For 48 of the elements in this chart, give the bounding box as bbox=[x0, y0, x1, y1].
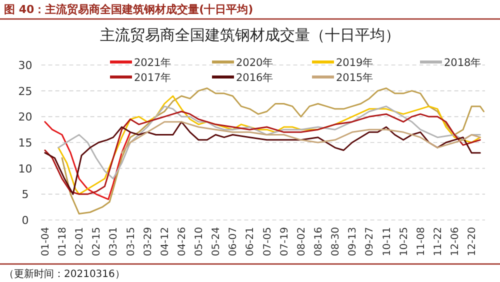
line-series bbox=[58, 106, 481, 180]
x-tick-label: 08-16 bbox=[314, 227, 325, 256]
x-tick-label: 11-22 bbox=[432, 227, 444, 256]
x-tick-label: 08-30 bbox=[330, 227, 342, 256]
x-tick-label: 11-08 bbox=[416, 227, 427, 256]
x-tick-label: 06-07 bbox=[228, 227, 240, 256]
x-tick-label: 02-15 bbox=[92, 227, 103, 256]
x-tick-label: 05-24 bbox=[211, 227, 222, 256]
legend-label: 2021年 bbox=[134, 57, 172, 69]
x-tick-label: 10-25 bbox=[398, 227, 410, 256]
x-tick-label: 06-21 bbox=[245, 227, 256, 256]
line-series bbox=[61, 88, 485, 215]
x-tick-label: 03-15 bbox=[126, 227, 137, 256]
x-tick-label: 04-12 bbox=[160, 227, 171, 256]
y-tick-label: 25 bbox=[18, 84, 32, 98]
x-tick-label: 02-01 bbox=[74, 227, 86, 256]
line-series bbox=[58, 95, 481, 195]
legend-label: 2019年 bbox=[336, 57, 374, 69]
y-tick-label: 15 bbox=[18, 136, 32, 150]
x-tick-label: 01-18 bbox=[58, 227, 69, 256]
line-series bbox=[44, 121, 132, 200]
x-tick-label: 01-04 bbox=[40, 227, 52, 256]
legend-label: 2018年 bbox=[444, 57, 482, 69]
x-tick-label: 07-19 bbox=[279, 227, 290, 256]
legend-label: 2015年 bbox=[336, 72, 374, 84]
y-tick-label: 10 bbox=[18, 162, 32, 176]
x-tick-label: 12-20 bbox=[467, 227, 478, 256]
x-tick-label: 04-26 bbox=[176, 227, 188, 256]
y-tick-label: 30 bbox=[18, 59, 32, 72]
x-tick-label: 03-01 bbox=[108, 227, 120, 256]
x-tick-label: 03-29 bbox=[142, 227, 154, 256]
x-tick-label: 12-06 bbox=[450, 227, 462, 256]
x-tick-label: 10-11 bbox=[382, 227, 393, 256]
y-tick-label: 20 bbox=[18, 110, 32, 124]
y-tick-label: 0 bbox=[22, 214, 29, 227]
x-tick-label: 05-10 bbox=[194, 227, 206, 256]
legend-label: 2020年 bbox=[236, 57, 274, 69]
caption: 图 40：主流贸易商全国建筑钢材成交量(十日平均) bbox=[4, 3, 254, 16]
legend-label: 2016年 bbox=[236, 72, 274, 84]
x-tick-label: 07-05 bbox=[262, 227, 274, 256]
y-tick-label: 5 bbox=[22, 188, 29, 202]
line-series bbox=[121, 121, 481, 154]
text: （更新时间：20210316） bbox=[4, 268, 125, 280]
x-tick-label: 09-13 bbox=[348, 227, 359, 256]
x-tick-label: 08-02 bbox=[296, 227, 308, 256]
chart-title: 主流贸易商全国建筑钢材成交量（十日平均） bbox=[100, 26, 400, 44]
x-tick-label: 09-27 bbox=[364, 227, 376, 256]
legend-label: 2017年 bbox=[134, 72, 172, 84]
